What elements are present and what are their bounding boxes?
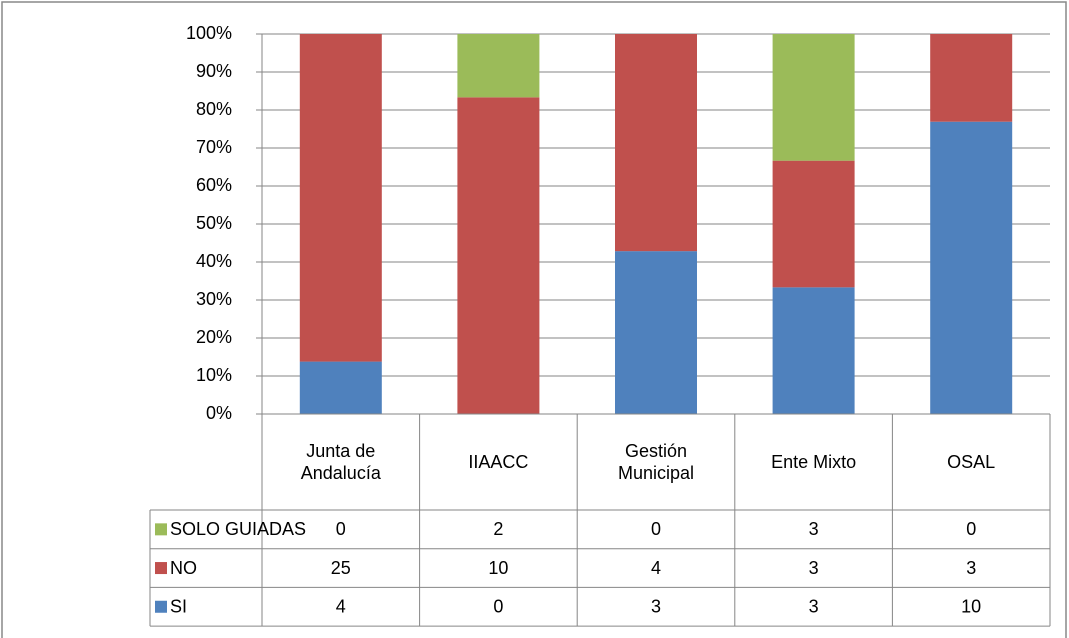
- table-value: 2: [493, 519, 503, 539]
- table-value: 0: [336, 519, 346, 539]
- legend-label: NO: [170, 558, 197, 578]
- table-value: 10: [488, 558, 508, 578]
- legend-swatch: [155, 523, 167, 536]
- table-value: 0: [966, 519, 976, 539]
- x-tick-label: IIAACC: [468, 452, 529, 472]
- legend-label: SI: [170, 597, 187, 617]
- y-tick-label: 60%: [196, 175, 232, 195]
- y-tick-label: 70%: [196, 137, 232, 157]
- bar-segment: [299, 361, 382, 414]
- table-value: 4: [336, 597, 346, 617]
- bar-segment: [930, 34, 1013, 122]
- table-value: 3: [809, 597, 819, 617]
- bar-segment: [299, 34, 382, 362]
- table-value: 10: [961, 597, 981, 617]
- table-value: 0: [651, 519, 661, 539]
- table-value: 4: [651, 558, 661, 578]
- x-tick-label: Gestión Municipal: [617, 441, 695, 483]
- y-tick-label: 0%: [206, 403, 232, 423]
- x-tick-label: Ente Mixto: [771, 452, 857, 472]
- y-tick-label: 80%: [196, 99, 232, 119]
- x-tick-label: Junta de Andalucía: [300, 441, 381, 483]
- y-tick-label: 90%: [196, 61, 232, 81]
- y-tick-label: 30%: [196, 289, 232, 309]
- legend-label: SOLO GUIADAS: [170, 519, 306, 539]
- table-value: 3: [809, 519, 819, 539]
- bar-segment: [930, 121, 1013, 414]
- table-value: 0: [493, 597, 503, 617]
- bar-segment: [772, 160, 855, 288]
- legend-swatch: [155, 562, 167, 575]
- bar-segment: [457, 97, 540, 414]
- x-tick-label: OSAL: [947, 452, 996, 472]
- y-tick-label: 100%: [186, 23, 232, 43]
- bar-segment: [615, 251, 697, 414]
- bar-segment: [772, 287, 855, 414]
- table-value: 3: [966, 558, 976, 578]
- bar-segment: [772, 34, 855, 161]
- bar-segment: [615, 34, 697, 252]
- y-tick-label: 40%: [196, 251, 232, 271]
- bar-segment: [457, 34, 540, 98]
- table-value: 3: [809, 558, 819, 578]
- y-tick-label: 10%: [196, 365, 232, 385]
- y-tick-label: 20%: [196, 327, 232, 347]
- table-value: 3: [651, 597, 661, 617]
- table-value: 25: [331, 558, 351, 578]
- legend-swatch: [155, 600, 167, 613]
- y-tick-label: 50%: [196, 213, 232, 233]
